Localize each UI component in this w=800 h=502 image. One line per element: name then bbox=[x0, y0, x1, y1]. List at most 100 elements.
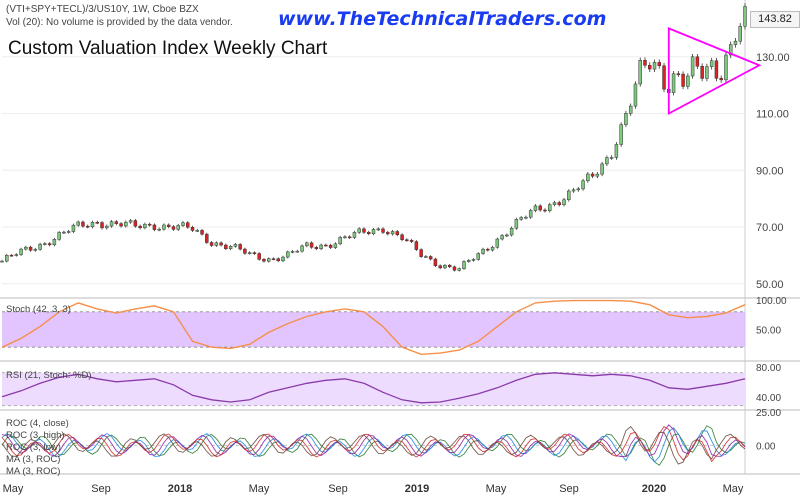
candle-body bbox=[681, 73, 685, 87]
price-tick-label: 130.00 bbox=[756, 52, 790, 64]
candle-body bbox=[195, 230, 200, 232]
candle-body bbox=[714, 60, 719, 79]
candle-body bbox=[166, 224, 171, 227]
candle-body bbox=[100, 222, 104, 229]
candle-body bbox=[452, 266, 457, 271]
candle-body bbox=[290, 251, 295, 253]
candle-body bbox=[514, 219, 519, 229]
candle-body bbox=[19, 248, 23, 255]
candle-body bbox=[609, 157, 614, 159]
candle-body bbox=[557, 202, 561, 205]
candle-body bbox=[119, 223, 123, 227]
x-tick-label: May bbox=[249, 483, 270, 495]
candle-body bbox=[338, 237, 342, 245]
candle-body bbox=[176, 225, 180, 230]
stoch-panel bbox=[1, 299, 746, 356]
candle-body bbox=[695, 56, 700, 67]
x-tick-label: Sep bbox=[559, 483, 579, 495]
candle-body bbox=[419, 249, 423, 257]
candle-body bbox=[509, 227, 514, 236]
candle-body bbox=[543, 209, 547, 212]
roc-legend-2: ROC (3, high) bbox=[6, 430, 65, 441]
candle-body bbox=[705, 66, 709, 79]
candle-body bbox=[386, 232, 390, 235]
candle-body bbox=[576, 188, 581, 191]
candle-body bbox=[14, 254, 19, 256]
axes: 130.00 110.00 90.00 70.00 50.00 100.00 50.00 80… bbox=[3, 52, 790, 495]
candle-body bbox=[600, 163, 604, 175]
candle-body bbox=[738, 25, 742, 42]
candle-body bbox=[305, 242, 309, 247]
candle-body bbox=[295, 250, 300, 253]
candle-body bbox=[505, 234, 509, 237]
candle-body bbox=[9, 254, 14, 257]
candle-body bbox=[109, 221, 114, 227]
roc-line-5 bbox=[1, 425, 746, 465]
candle-body bbox=[690, 56, 695, 77]
candle-body bbox=[233, 244, 238, 247]
candle-body bbox=[743, 6, 747, 27]
x-tick-label: May bbox=[486, 483, 507, 495]
candle-body bbox=[238, 244, 242, 250]
x-tick-label: 2018 bbox=[168, 483, 192, 495]
candle-body bbox=[400, 234, 404, 240]
candle-body bbox=[433, 258, 438, 266]
volume-line: Vol (20): No volume is provided by the d… bbox=[6, 17, 233, 28]
candle-body bbox=[252, 252, 257, 254]
roc-tick-label: 25.00 bbox=[756, 408, 781, 419]
candle-body bbox=[676, 73, 681, 76]
candle-body bbox=[614, 144, 619, 158]
candle-body bbox=[24, 246, 28, 250]
candle-body bbox=[262, 259, 266, 262]
candle-body bbox=[147, 223, 152, 226]
candle-body bbox=[276, 258, 280, 262]
candle-body bbox=[457, 268, 461, 271]
candle-body bbox=[0, 260, 4, 263]
candle-body bbox=[66, 231, 71, 233]
roc-legend-5: MA (3, ROC) bbox=[6, 466, 61, 477]
candle-body bbox=[43, 243, 47, 245]
candle-body bbox=[143, 223, 147, 229]
candle-body bbox=[247, 252, 252, 254]
candle-body bbox=[481, 248, 485, 254]
candle-body bbox=[324, 244, 328, 247]
candle-body bbox=[381, 228, 385, 233]
candle-body bbox=[162, 224, 166, 230]
candle-body bbox=[628, 105, 633, 114]
roc-legend-3: ROC (3, low) bbox=[6, 442, 61, 453]
candle-body bbox=[490, 246, 495, 251]
candle-body bbox=[438, 265, 442, 269]
stoch-tick-label: 50.00 bbox=[756, 326, 781, 337]
candle-body bbox=[409, 240, 414, 242]
candle-body bbox=[171, 226, 176, 230]
candle-body bbox=[495, 238, 500, 248]
x-tick-label: Sep bbox=[91, 483, 111, 495]
candle-body bbox=[709, 60, 714, 67]
candle-body bbox=[38, 243, 42, 250]
candle-body bbox=[300, 245, 304, 252]
candle-body bbox=[71, 224, 76, 232]
candle-body bbox=[624, 113, 628, 125]
candle-body bbox=[619, 124, 623, 145]
candle-body bbox=[186, 222, 190, 228]
roc-tick-label: 0.00 bbox=[756, 441, 776, 452]
candle-body bbox=[205, 233, 209, 243]
candle-body bbox=[95, 222, 99, 224]
candle-body bbox=[105, 225, 109, 229]
candle-body bbox=[114, 221, 119, 224]
candle-body bbox=[286, 251, 290, 258]
candle-body bbox=[652, 62, 657, 70]
candle-body bbox=[181, 222, 185, 226]
candle-body bbox=[581, 180, 585, 190]
candle-body bbox=[152, 224, 157, 230]
candle-body bbox=[376, 228, 380, 231]
candle-body bbox=[86, 225, 90, 228]
candle-body bbox=[547, 204, 552, 211]
candle-body bbox=[28, 246, 33, 251]
candle-body bbox=[662, 65, 666, 90]
candle-body bbox=[228, 246, 233, 249]
symmetrical-triangle bbox=[667, 27, 762, 116]
x-tick-label: 2020 bbox=[642, 483, 666, 495]
candle-body bbox=[200, 230, 204, 235]
